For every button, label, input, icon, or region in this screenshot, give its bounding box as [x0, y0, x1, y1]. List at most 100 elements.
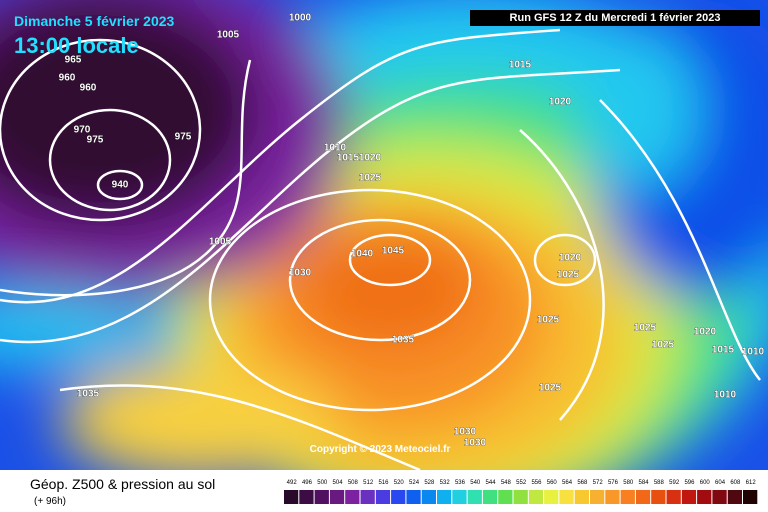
legend-label: 504	[333, 480, 344, 486]
legend-swatch	[681, 490, 697, 504]
isobar-label: 1035	[392, 335, 415, 346]
legend-swatch	[421, 490, 436, 504]
legend-label: 544	[486, 480, 497, 486]
legend-label: 552	[516, 480, 527, 486]
legend-swatch	[375, 490, 391, 504]
isobar-label: 1025	[557, 270, 580, 281]
date: Dimanche 5 février 2023	[14, 13, 175, 29]
isobar-label: 975	[87, 135, 104, 146]
legend-swatch	[605, 490, 620, 504]
isobar-label: 1025	[652, 340, 675, 351]
isobar-label: 1015	[509, 60, 532, 71]
isobar-label: 1005	[209, 237, 232, 248]
legend-swatch	[391, 490, 406, 504]
legend-label: 512	[363, 480, 374, 486]
isobar-label: 1030	[289, 268, 312, 279]
legend-label: 576	[608, 480, 619, 486]
legend-swatch	[635, 490, 651, 504]
isobar-label: 960	[59, 73, 76, 84]
isobar-label: 940	[112, 180, 129, 191]
legend-label: 548	[501, 480, 512, 486]
legend-label: 612	[746, 480, 757, 486]
run-box	[470, 10, 760, 26]
isobar-label: 1010	[714, 390, 737, 401]
isobar-label: 1025	[539, 383, 562, 394]
isobar-label: 1010	[742, 347, 765, 358]
legend-swatch	[743, 490, 758, 504]
isobar-label: 1025	[634, 323, 657, 334]
isobar-label: 965	[65, 55, 82, 66]
legend-swatch	[620, 490, 635, 504]
legend-swatch	[437, 490, 452, 504]
legend-swatch	[284, 490, 299, 504]
isobar-label: 1030	[454, 427, 477, 438]
legend-label: 500	[317, 480, 328, 486]
legend-label: 520	[394, 480, 405, 486]
legend-swatch	[544, 490, 559, 504]
isobar-label: 1040	[351, 249, 374, 260]
legend-swatch	[651, 490, 666, 504]
legend-label: 528	[424, 480, 435, 486]
legend-swatch	[406, 490, 421, 504]
legend-swatch	[528, 490, 544, 504]
legend-label: 540	[470, 480, 481, 486]
isobar-label: 975	[175, 132, 192, 143]
legend-swatch	[498, 490, 513, 504]
legend-swatch	[345, 490, 360, 504]
legend-label: 584	[639, 480, 650, 486]
legend-swatch	[697, 490, 712, 504]
isobar-label: 970	[74, 125, 91, 136]
legend-swatch	[482, 490, 498, 504]
legend-label: 564	[562, 480, 573, 486]
legend-label: 560	[547, 480, 558, 486]
run-info: Run GFS 12 Z du Mercredi 1 février 2023	[510, 12, 721, 24]
legend-label: 524	[409, 480, 420, 486]
legend-swatch	[329, 490, 345, 504]
footer-lead: (+ 96h)	[34, 496, 66, 507]
legend-label: 588	[654, 480, 665, 486]
isobar-label: 1035	[77, 389, 100, 400]
isobar-label: 1000	[289, 13, 312, 24]
isobar-label: 960	[80, 83, 97, 94]
legend-label: 600	[700, 480, 711, 486]
isobar-label: 1045	[382, 246, 405, 257]
legend-label: 556	[531, 480, 542, 486]
legend-swatch	[666, 490, 681, 504]
isobar-label: 1025	[359, 173, 382, 184]
legend-swatch	[574, 490, 589, 504]
isobar-label: 1010	[324, 143, 347, 154]
legend-label: 572	[593, 480, 604, 486]
legend-label: 604	[715, 480, 726, 486]
isobar-label: 1020	[694, 327, 717, 338]
copyright: Copyright © 2023 Meteociel.fr	[310, 444, 451, 455]
legend-swatch	[299, 490, 314, 504]
legend-label: 516	[378, 480, 389, 486]
legend-swatch	[314, 490, 329, 504]
legend-label: 496	[302, 480, 313, 486]
isobar-label: 1015	[337, 153, 360, 164]
legend-label: 608	[730, 480, 741, 486]
legend-swatch	[712, 490, 727, 504]
isobar-label: 1020	[549, 97, 572, 108]
legend-label: 536	[455, 480, 466, 486]
footer-title: Géop. Z500 & pression au sol	[30, 476, 215, 492]
legend-label: 492	[287, 480, 298, 486]
isobar-label: 1030	[464, 438, 487, 449]
legend-label: 508	[348, 480, 359, 486]
isobar-label: 1020	[559, 253, 582, 264]
legend-swatch	[360, 490, 375, 504]
legend-label: 568	[577, 480, 588, 486]
legend-label: 596	[684, 480, 695, 486]
legend-swatch	[559, 490, 574, 504]
legend-label: 592	[669, 480, 680, 486]
legend-swatch	[727, 490, 742, 504]
isobar-label: 1025	[537, 315, 560, 326]
legend-label: 532	[440, 480, 451, 486]
legend-swatch	[467, 490, 482, 504]
legend-swatch	[590, 490, 605, 504]
isobar-label: 1020	[359, 153, 382, 164]
legend-label: 580	[623, 480, 634, 486]
